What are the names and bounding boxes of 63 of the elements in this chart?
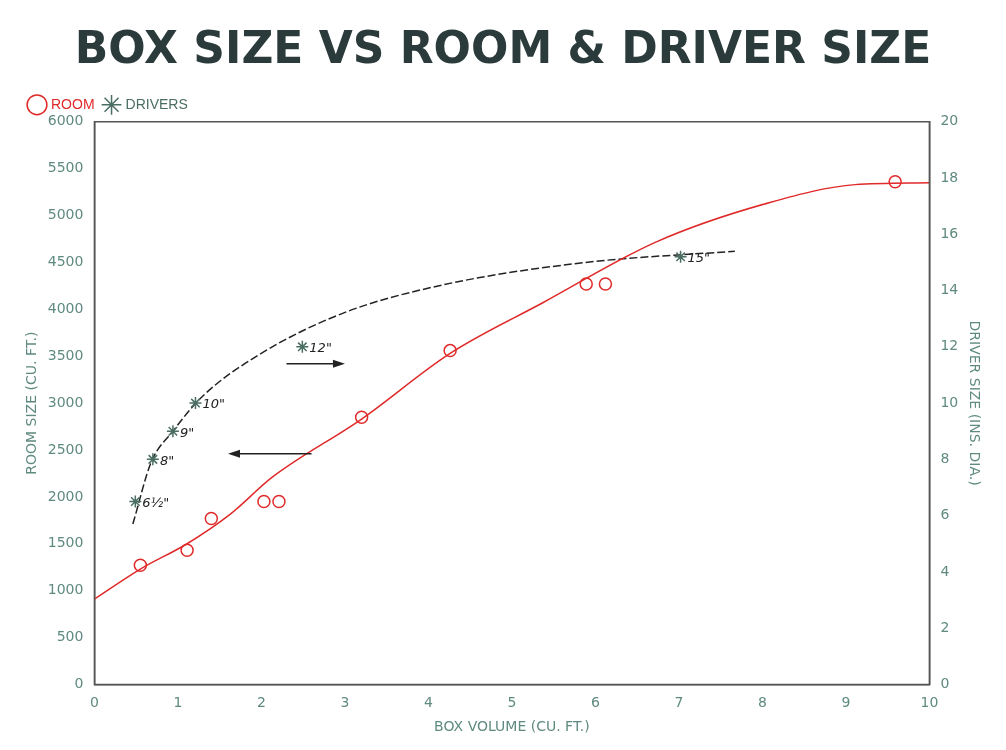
chart-title: BOX SIZE VS ROOM & DRIVER SIZE: [74, 21, 932, 73]
y-tick-label: 1500: [47, 534, 84, 551]
y2-axis-title: DRIVER SIZE (INS. DIA.): [966, 320, 983, 486]
x-tick-label: 7: [674, 694, 684, 711]
line-series: [132, 250, 736, 525]
point: [166, 424, 180, 438]
y2-tick-label: 20: [940, 112, 959, 129]
y2-tick-label: 0: [940, 675, 950, 692]
y2-tick-label: 2: [940, 618, 950, 635]
x-tick-label: 10: [920, 694, 939, 711]
point: [257, 494, 271, 509]
x-tick-label: 9: [841, 694, 851, 711]
y2-tick-label: 14: [940, 281, 959, 298]
y-tick-label: 3500: [47, 346, 84, 363]
y2-tick-label: 18: [940, 168, 959, 185]
x-tick-label: 5: [507, 694, 517, 711]
point: [579, 277, 593, 291]
y-tick-label: 4000: [47, 299, 84, 316]
y-tick-label: 5000: [47, 206, 84, 223]
y2-tick-label: 4: [940, 562, 950, 579]
x-tick-label: 3: [340, 694, 350, 711]
point: [188, 396, 203, 410]
x-tick-label: 2: [256, 694, 266, 711]
legend-label: ROOM: [51, 95, 95, 112]
x-tick-label: 6: [590, 694, 600, 711]
y-tick-label: 5500: [47, 159, 84, 176]
y-tick-label: 4500: [47, 253, 84, 270]
y2-tick-label: 8: [940, 450, 950, 466]
data-label: 10": [202, 396, 225, 412]
point: [146, 452, 160, 467]
y-tick-label: 3000: [47, 393, 84, 410]
x-tick-label: 8: [757, 694, 767, 711]
y-tick-label: 0: [74, 675, 84, 692]
point: [443, 343, 457, 358]
point: [888, 175, 902, 189]
point: [673, 250, 688, 264]
y2-tick-label: 16: [940, 224, 959, 241]
x-tick-label: 4: [423, 694, 433, 711]
y2-tick-label: 10: [940, 393, 959, 410]
point: [354, 410, 369, 424]
x-tick-label: 1: [173, 694, 183, 711]
y2-tick-label: 12: [940, 337, 959, 354]
y-tick-label: 2000: [47, 487, 84, 504]
y-tick-label: 2500: [47, 440, 84, 457]
point: [180, 543, 194, 558]
point: [128, 494, 143, 509]
y2-tick-label: 6: [940, 506, 950, 523]
data-label: 9": [179, 424, 195, 440]
legend-label: DRIVERS: [125, 95, 188, 112]
data-label: 8": [159, 452, 175, 468]
point: [598, 277, 613, 291]
y-tick-label: 1000: [47, 581, 84, 598]
point: [204, 511, 219, 526]
y-axis-title: ROOM SIZE (CU. FT.): [23, 331, 40, 475]
y-tick-label: 6000: [47, 112, 84, 129]
x-tick-label: 0: [89, 694, 99, 711]
point: [295, 340, 310, 354]
point: [133, 558, 148, 573]
point: [272, 494, 286, 509]
data-label: 6½": [142, 494, 170, 510]
x-axis-title: BOX VOLUME (CU. FT.): [434, 718, 590, 735]
y-tick-label: 500: [56, 628, 84, 645]
data-label: 12": [309, 340, 332, 356]
